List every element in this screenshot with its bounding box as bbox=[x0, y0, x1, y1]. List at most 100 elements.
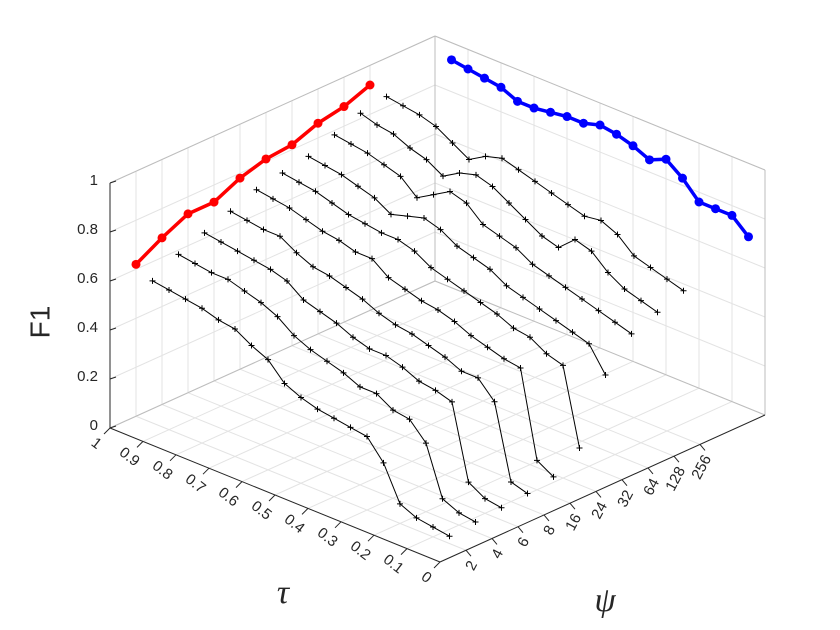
y-tick-label: 4 bbox=[488, 546, 507, 561]
grid-line bbox=[109, 133, 436, 282]
point-marker bbox=[329, 199, 335, 206]
point-marker bbox=[359, 296, 366, 303]
point-marker bbox=[470, 254, 477, 261]
x-tick bbox=[169, 454, 177, 462]
point-marker bbox=[543, 350, 550, 357]
point-marker bbox=[409, 330, 415, 337]
point-marker bbox=[532, 178, 538, 185]
y-tick-label: 6 bbox=[514, 534, 533, 549]
point-marker bbox=[680, 287, 687, 294]
point-marker bbox=[402, 286, 408, 293]
point-marker bbox=[480, 221, 486, 228]
point-marker bbox=[487, 266, 493, 273]
point-marker bbox=[281, 380, 288, 387]
point-marker bbox=[345, 211, 352, 218]
point-marker bbox=[296, 179, 302, 186]
y-tick bbox=[465, 549, 472, 557]
z-tick-label: 0 bbox=[90, 417, 98, 434]
point-marker bbox=[279, 170, 286, 177]
point-marker bbox=[201, 229, 208, 236]
max-over-psi-point bbox=[661, 154, 671, 164]
point-marker bbox=[586, 340, 592, 347]
point-marker bbox=[572, 236, 578, 243]
point-marker bbox=[241, 287, 248, 294]
max-over-psi-point bbox=[595, 120, 605, 130]
point-marker bbox=[286, 205, 293, 211]
point-marker bbox=[395, 236, 401, 243]
point-marker bbox=[314, 406, 321, 413]
max-over-tau-point bbox=[287, 140, 297, 150]
point-marker bbox=[357, 110, 364, 117]
point-marker bbox=[383, 352, 389, 359]
point-marker bbox=[166, 286, 172, 293]
point-marker bbox=[463, 200, 470, 207]
point-marker bbox=[451, 318, 458, 325]
point-marker bbox=[234, 248, 241, 255]
point-marker bbox=[274, 313, 281, 320]
point-marker bbox=[416, 111, 423, 118]
point-marker bbox=[446, 533, 453, 540]
grid-line bbox=[109, 182, 436, 331]
max-over-tau-point bbox=[183, 209, 193, 219]
point-marker bbox=[664, 276, 670, 283]
point-marker bbox=[352, 248, 359, 255]
point-marker bbox=[376, 310, 382, 317]
point-marker bbox=[432, 387, 439, 394]
series-line bbox=[152, 280, 450, 537]
x-tick bbox=[334, 521, 342, 529]
point-marker bbox=[428, 264, 434, 271]
y-tick-label: 256 bbox=[688, 452, 715, 482]
point-marker bbox=[539, 232, 545, 239]
x-tick-label: 0.6 bbox=[215, 484, 242, 510]
point-marker bbox=[416, 378, 422, 385]
point-marker bbox=[406, 416, 413, 423]
grid-line bbox=[434, 182, 766, 318]
point-marker bbox=[310, 263, 316, 270]
point-marker bbox=[258, 299, 264, 306]
point-marker bbox=[468, 332, 474, 339]
point-marker bbox=[524, 490, 531, 497]
point-marker bbox=[378, 229, 385, 236]
point-marker bbox=[371, 194, 378, 201]
point-marker bbox=[560, 362, 566, 369]
point-marker bbox=[388, 211, 394, 218]
box-edge bbox=[109, 280, 436, 429]
max-over-tau-line bbox=[134, 83, 372, 266]
x-tick-label: 0.8 bbox=[149, 457, 176, 483]
y-tick bbox=[699, 444, 706, 451]
point-marker bbox=[298, 394, 304, 401]
point-marker bbox=[437, 226, 444, 233]
point-marker bbox=[404, 213, 411, 220]
point-marker bbox=[555, 244, 562, 251]
max-over-psi-point bbox=[513, 96, 522, 106]
grid-line bbox=[274, 347, 601, 496]
point-marker bbox=[423, 440, 429, 447]
x-tick bbox=[367, 534, 375, 542]
y-tick bbox=[647, 467, 654, 475]
x-tick bbox=[433, 561, 441, 569]
point-marker bbox=[414, 194, 420, 201]
x-tick-label: 0.9 bbox=[116, 444, 143, 470]
point-marker bbox=[598, 217, 604, 224]
point-marker bbox=[215, 316, 222, 323]
y-tick-label: 24 bbox=[588, 499, 611, 522]
point-marker bbox=[510, 325, 517, 332]
point-marker bbox=[506, 199, 512, 206]
y-tick bbox=[491, 538, 498, 545]
grid-line bbox=[434, 231, 766, 367]
max-over-psi-point bbox=[480, 73, 489, 83]
x-tick-label: 0.2 bbox=[347, 538, 374, 564]
point-marker bbox=[385, 274, 392, 281]
point-marker bbox=[364, 433, 370, 440]
point-marker bbox=[305, 153, 312, 160]
y-tick-label: 64 bbox=[640, 476, 663, 499]
point-marker bbox=[425, 342, 432, 349]
point-marker bbox=[433, 123, 439, 130]
point-marker bbox=[333, 320, 340, 327]
point-marker bbox=[331, 131, 338, 138]
point-marker bbox=[192, 260, 198, 267]
point-marker bbox=[303, 216, 309, 223]
max-over-psi-point bbox=[612, 129, 621, 139]
max-over-tau-point bbox=[157, 233, 167, 243]
